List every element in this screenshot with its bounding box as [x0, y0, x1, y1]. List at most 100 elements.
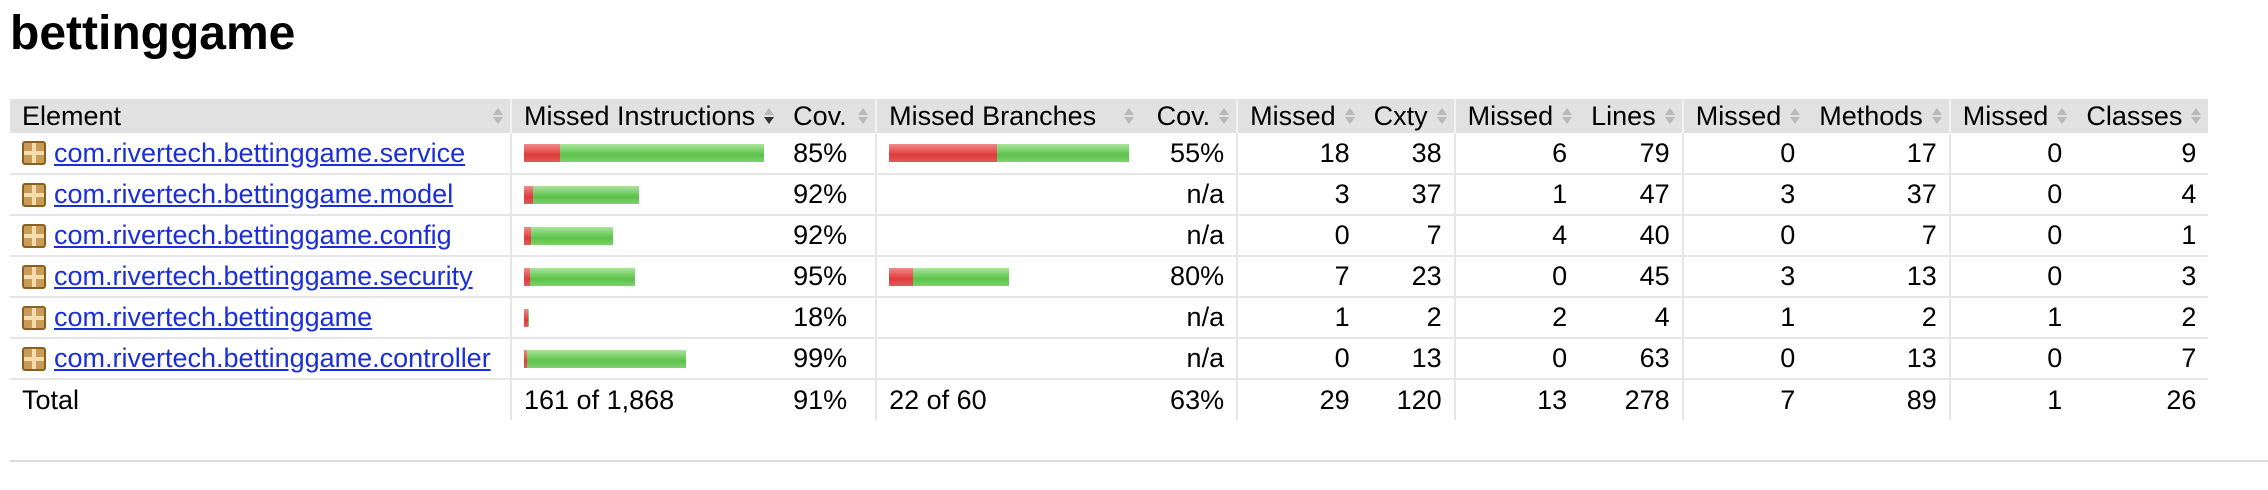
package-link[interactable]: com.rivertech.bettinggame.service	[54, 137, 466, 168]
instr-coverage: 85%	[781, 133, 877, 175]
total-branch-cov: 63%	[1170, 384, 1225, 415]
col-header-methods-missed[interactable]: Missed	[1681, 99, 1808, 133]
total-classes-missed: 1	[1948, 379, 2075, 420]
cxty-missed: 1	[1236, 297, 1362, 339]
methods: 17	[1807, 133, 1950, 175]
classes-missed: 0	[1948, 133, 2075, 175]
lines: 4	[1579, 297, 1683, 339]
missed-segment	[524, 144, 560, 162]
sort-icon	[1124, 108, 1135, 124]
package-link[interactable]: com.rivertech.bettinggame.security	[54, 261, 473, 291]
total-lines-missed: 13	[1453, 379, 1580, 420]
classes: 9	[2074, 133, 2209, 175]
lines-missed: 0	[1453, 256, 1580, 298]
package-link[interactable]: com.rivertech.bettinggame.config	[54, 220, 452, 250]
sort-icon	[1664, 108, 1676, 124]
missed-segment	[524, 267, 530, 286]
instructions-coverage-bar	[524, 267, 769, 286]
instructions-bar-cell	[509, 215, 782, 257]
package-icon	[22, 264, 46, 289]
lines: 45	[1579, 256, 1683, 298]
instructions-bar-cell	[509, 297, 782, 339]
methods: 7	[1807, 215, 1950, 257]
methods-missed: 3	[1681, 256, 1808, 298]
covered-segment	[533, 185, 639, 204]
classes: 1	[2074, 215, 2209, 257]
branch-coverage: 55%	[1141, 133, 1238, 175]
total-lines: 278	[1624, 384, 1670, 415]
col-header-missed-instructions[interactable]: Missed Instructions	[509, 99, 782, 133]
methods: 37	[1807, 174, 1950, 216]
cxty-missed: 0	[1236, 338, 1362, 380]
col-header-methods[interactable]: Methods	[1807, 99, 1950, 133]
sort-icon	[1436, 108, 1448, 124]
instructions-coverage-bar	[524, 144, 769, 162]
instructions-coverage-bar	[524, 226, 769, 245]
total-label: Total	[22, 384, 80, 415]
package-icon	[22, 305, 46, 330]
package-link[interactable]: com.rivertech.bettinggame.controller	[54, 343, 491, 373]
instructions-bar-cell	[509, 338, 782, 380]
sort-icon	[1344, 108, 1356, 124]
col-header-classes[interactable]: Classes	[2074, 99, 2209, 133]
sort-icon	[1790, 108, 1801, 124]
table-row: com.rivertech.bettinggame 18% n/a 1 2 2 4 1 2 1 2	[10, 297, 2209, 339]
branches-coverage-bar	[889, 267, 1129, 286]
methods: 13	[1807, 338, 1950, 380]
covered-segment	[997, 144, 1130, 162]
col-header-lines[interactable]: Lines	[1579, 99, 1683, 133]
package-link[interactable]: com.rivertech.bettinggame	[54, 302, 373, 332]
total-cxty-missed: 29	[1236, 379, 1362, 420]
cxty: 38	[1361, 133, 1455, 175]
covered-segment	[560, 144, 764, 162]
sort-descending-icon	[764, 108, 775, 124]
col-header-lines-missed[interactable]: Missed	[1453, 99, 1580, 133]
branches-bar-cell	[875, 174, 1142, 216]
sort-icon	[1219, 108, 1230, 124]
instructions-bar-cell	[509, 174, 782, 216]
missed-segment	[524, 226, 531, 245]
element-cell: com.rivertech.bettinggame.security	[10, 256, 511, 298]
instr-coverage: 99%	[781, 338, 877, 380]
header-row: Element Missed Instructions Cov. Missed …	[10, 99, 2209, 133]
col-header-classes-missed[interactable]: Missed	[1948, 99, 2075, 133]
classes-missed: 0	[1948, 338, 2075, 380]
missed-segment	[524, 185, 533, 204]
cxty: 7	[1361, 215, 1455, 257]
col-header-cxty[interactable]: Cxty	[1361, 99, 1455, 133]
cxty: 2	[1361, 297, 1455, 339]
classes: 4	[2074, 174, 2209, 216]
instr-coverage: 95%	[781, 256, 877, 298]
classes: 7	[2074, 338, 2209, 380]
methods-missed: 0	[1681, 215, 1808, 257]
missed-segment	[524, 349, 527, 368]
cxty-missed: 18	[1236, 133, 1362, 175]
lines-missed: 0	[1453, 338, 1580, 380]
element-cell: com.rivertech.bettinggame.model	[10, 174, 511, 216]
table-row: com.rivertech.bettinggame.security 95% 80%…	[10, 256, 2209, 298]
col-header-missed-branches[interactable]: Missed Branches	[875, 99, 1142, 133]
package-icon	[22, 346, 46, 371]
col-header-cxty-missed[interactable]: Missed	[1236, 99, 1362, 133]
total-methods-missed: 7	[1681, 379, 1808, 420]
methods-missed: 3	[1681, 174, 1808, 216]
lines: 47	[1579, 174, 1683, 216]
sort-icon	[1931, 108, 1943, 124]
cxty: 37	[1361, 174, 1455, 216]
instructions-coverage-bar	[524, 308, 769, 327]
element-cell: com.rivertech.bettinggame.service	[10, 133, 511, 175]
page-title: bettinggame	[10, 7, 296, 60]
col-header-instr-cov[interactable]: Cov.	[781, 99, 877, 133]
total-cxty: 120	[1396, 384, 1442, 415]
instr-coverage: 92%	[781, 215, 877, 257]
missed-segment	[889, 267, 914, 286]
classes: 3	[2074, 256, 2209, 298]
package-link[interactable]: com.rivertech.bettinggame.model	[54, 179, 454, 209]
sort-icon	[493, 108, 504, 124]
element-cell: com.rivertech.bettinggame	[10, 297, 511, 339]
instructions-coverage-bar	[524, 185, 769, 204]
lines-missed: 4	[1453, 215, 1580, 257]
col-header-branch-cov[interactable]: Cov.	[1141, 99, 1238, 133]
table-row: com.rivertech.bettinggame.service 85% 55% 1…	[10, 133, 2209, 175]
col-header-element[interactable]: Element	[10, 99, 511, 133]
